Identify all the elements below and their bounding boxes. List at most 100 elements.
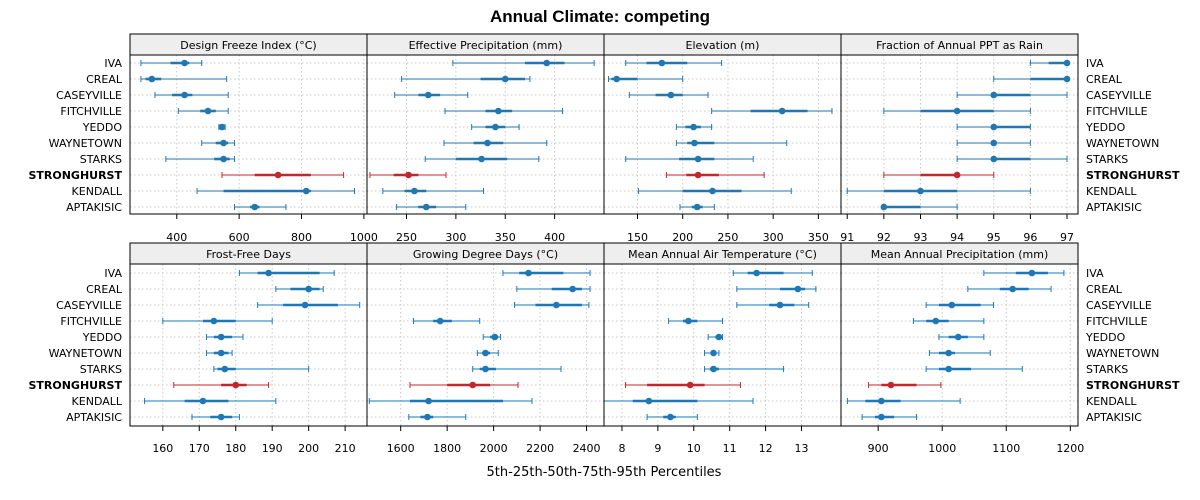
median-point [953,107,961,115]
median-point [954,333,962,341]
site-label-left: KENDALL [72,185,123,198]
site-label-left: CASEYVILLE [56,299,122,312]
median-point [199,397,207,405]
percentile-mark [233,203,287,211]
median-point [220,155,227,163]
percentile-mark [707,333,723,341]
percentile-mark [912,317,985,325]
percentile-mark [679,203,715,211]
median-point [217,349,225,357]
panel: Design Freeze Index (°C) 400 600 800 1000 [129,33,378,244]
median-point [491,333,499,341]
site-label-right: CASEYVILLE [1086,299,1152,312]
median-point [210,317,218,325]
panel-title: Effective Precipitation (mm) [409,39,563,52]
median-point [945,349,952,357]
median-point [492,123,499,131]
panel-frame [840,263,1079,427]
x-tick-label: 350 [495,231,516,244]
percentile-mark [628,91,709,99]
x-tick-label: 12 [759,442,773,455]
percentile-mark [925,365,1023,373]
x-tick-label: 160 [152,442,173,455]
percentile-mark [257,301,361,309]
percentile-mark [412,317,481,325]
median-point [411,187,418,195]
percentile-mark [394,91,469,99]
percentile-mark [928,349,991,357]
percentile-mark [625,59,723,67]
site-label-left: APTAKISIC [66,411,122,424]
site-label-left: STARKS [80,153,122,166]
percentile-mark [206,333,244,341]
median-point [1063,75,1071,83]
median-point [1028,269,1036,277]
panel-frame [840,54,1079,215]
percentile-mark [625,381,741,389]
percentile-mark [956,91,1068,99]
site-label-left: YEDDO [82,121,123,134]
median-point [478,155,485,163]
percentile-mark [238,269,335,277]
x-tick-label: 96 [1023,231,1037,244]
x-tick-label: 9 [654,442,661,455]
median-point [990,139,998,147]
x-tick-label: 1200 [1056,442,1084,455]
median-point [691,139,698,147]
panel: Frost-Free Days 160 170 180 190 200 210 [129,242,368,455]
percentile-mark [275,285,324,293]
percentile-mark [846,397,961,405]
percentile-mark [452,59,595,67]
percentile-mark [637,187,792,195]
site-label-right: APTAKISIC [1086,411,1142,424]
percentile-mark [711,107,833,115]
median-point [220,139,227,147]
percentile-mark [140,75,228,83]
x-tick-label: 1000 [928,442,956,455]
x-tick-label: 150 [627,231,648,244]
percentile-mark [956,155,1068,163]
site-label-right: STARKS [1086,363,1128,376]
percentile-mark [608,75,684,83]
percentile-mark [396,203,467,211]
percentile-mark [603,397,754,405]
site-label-left: YEDDO [82,331,123,344]
site-label-left: KENDALL [72,395,123,408]
percentile-mark [221,171,345,179]
percentile-mark [191,413,240,421]
x-tick-label: 350 [808,231,829,244]
site-label-left: CASEYVILLE [56,89,122,102]
percentile-mark [880,203,958,211]
median-point [658,59,666,67]
median-point [181,59,188,67]
site-label-right: WAYNETOWN [1086,137,1159,150]
panel-frame [129,263,368,427]
median-point [482,349,489,357]
panel-title: Mean Annual Air Temperature (°C) [628,248,817,261]
percentile-mark [382,187,485,195]
median-point [305,285,312,293]
median-point [501,75,509,83]
panel-title: Mean Annual Precipitation (mm) [871,248,1048,261]
percentile-mark [476,349,499,357]
site-label-left: FITCHVILLE [60,315,122,328]
percentile-mark [704,365,785,373]
x-tick-label: 900 [868,442,889,455]
percentile-mark [368,397,533,405]
median-point [878,413,885,421]
median-point [422,203,430,211]
percentile-mark [675,139,788,147]
panel-title: Design Freeze Index (°C) [180,39,316,52]
percentile-mark [665,171,765,179]
panel: Mean Annual Air Temperature (°C) 8 9 10 11 12… [603,242,842,455]
site-label-left: WAYNETOWN [49,137,122,150]
percentile-mark [646,413,698,421]
median-point [425,397,432,405]
site-label-right: STRONGHURST [1086,379,1180,392]
median-point [776,301,784,309]
x-tick-label: 92 [877,231,891,244]
median-point [543,59,551,67]
percentile-mark [401,75,531,83]
site-label-left: WAYNETOWN [49,347,122,360]
panel: Fraction of Annual PPT as Rain 91 92 93 94 95… [840,33,1079,244]
